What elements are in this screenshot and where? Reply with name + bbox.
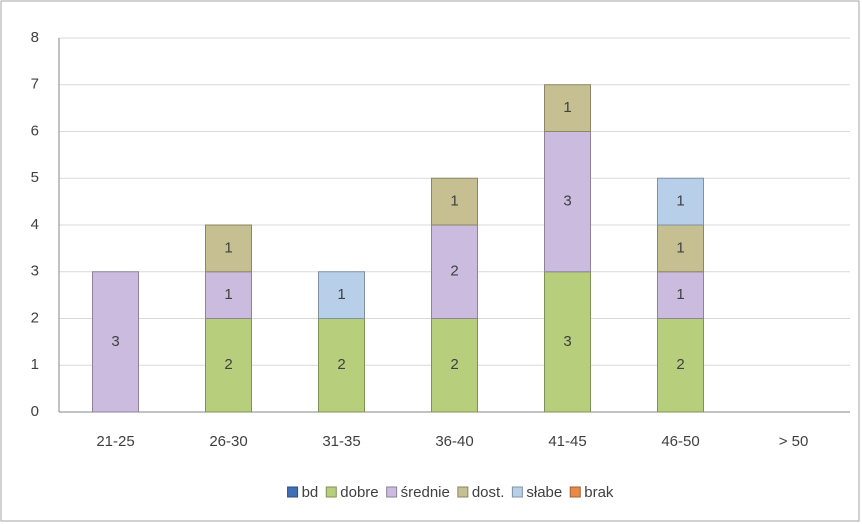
y-tick-label: 4 bbox=[31, 216, 39, 233]
bar-segment bbox=[544, 271, 591, 413]
data-label: 1 bbox=[676, 239, 684, 256]
legend-swatch bbox=[457, 486, 469, 498]
x-tick-label: 36-40 bbox=[435, 433, 473, 450]
y-tick-label: 1 bbox=[31, 356, 39, 373]
bar-segment bbox=[205, 224, 252, 273]
bar-segment bbox=[431, 177, 478, 226]
bar-segment bbox=[205, 318, 252, 413]
data-label: 2 bbox=[337, 356, 345, 373]
data-label: 1 bbox=[676, 193, 684, 210]
legend-label: dobre bbox=[340, 484, 378, 501]
x-tick-label: 46-50 bbox=[661, 433, 699, 450]
bar-segment bbox=[544, 131, 591, 273]
y-tick-label: 3 bbox=[31, 263, 39, 280]
data-label: 1 bbox=[224, 239, 232, 256]
legend-label: brak bbox=[584, 484, 614, 501]
bar-segment bbox=[657, 271, 704, 319]
legend-label: średnie bbox=[401, 484, 450, 501]
data-label: 3 bbox=[111, 333, 119, 350]
data-label: 3 bbox=[563, 193, 571, 210]
x-tick-label: 41-45 bbox=[548, 433, 586, 450]
legend-label: bd bbox=[302, 484, 319, 501]
bar-segment bbox=[318, 271, 365, 319]
y-tick-label: 2 bbox=[31, 309, 39, 326]
data-label: 2 bbox=[224, 356, 232, 373]
legend-swatch bbox=[325, 486, 337, 498]
bar-segment bbox=[92, 271, 139, 413]
data-label: 1 bbox=[450, 193, 458, 210]
y-tick-label: 6 bbox=[31, 122, 39, 139]
data-label: 2 bbox=[676, 356, 684, 373]
x-tick-label: 31-35 bbox=[322, 433, 360, 450]
legend-swatch bbox=[511, 486, 523, 498]
legend-label: dost. bbox=[472, 484, 505, 501]
legend-swatch bbox=[569, 486, 581, 498]
y-tick-label: 5 bbox=[31, 169, 39, 186]
y-tick-label: 8 bbox=[31, 29, 39, 46]
legend-swatch bbox=[287, 486, 299, 498]
bar-segment bbox=[544, 84, 591, 132]
y-tick-label: 7 bbox=[31, 76, 39, 93]
legend-swatch bbox=[386, 486, 398, 498]
x-tick-label: > 50 bbox=[779, 433, 809, 450]
bar-segment bbox=[431, 224, 478, 319]
data-label: 2 bbox=[450, 356, 458, 373]
x-tick-label: 26-30 bbox=[209, 433, 247, 450]
bar-segment bbox=[431, 318, 478, 413]
bar-segment bbox=[657, 177, 704, 226]
y-tick-label: 0 bbox=[31, 403, 39, 420]
x-tick-label: 21-25 bbox=[96, 433, 134, 450]
bar-segment bbox=[205, 271, 252, 319]
data-label: 1 bbox=[676, 286, 684, 303]
data-label: 2 bbox=[450, 263, 458, 280]
data-label: 1 bbox=[337, 286, 345, 303]
data-label: 1 bbox=[224, 286, 232, 303]
data-label: 3 bbox=[563, 333, 571, 350]
data-label: 1 bbox=[563, 99, 571, 116]
legend-label: słabe bbox=[526, 484, 562, 501]
bar-segment bbox=[657, 224, 704, 273]
